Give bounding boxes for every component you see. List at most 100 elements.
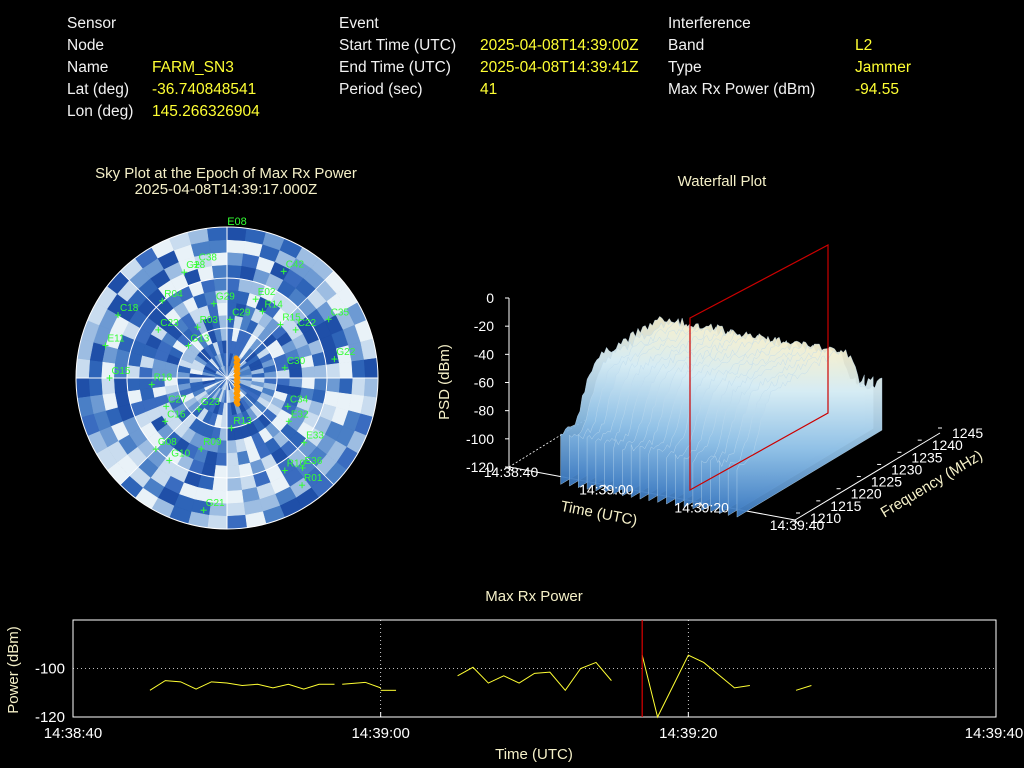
mrp-series-segment [149, 680, 335, 691]
sky-satellite-r18: R18 [148, 373, 173, 388]
sky-satellite-g23: G23 [195, 397, 220, 413]
name-label: Name [67, 59, 109, 76]
wf-y-tick-label: 1220 [851, 486, 882, 502]
wf-ridge [736, 349, 883, 518]
sky-sat-label: R14 [264, 299, 283, 310]
sky-sat-label: G28 [186, 260, 205, 271]
wf-z-tick-label: -120 [466, 459, 494, 475]
type-label: Type [668, 59, 702, 76]
sky-satellite-e02: E02 [252, 287, 276, 303]
start-time-value: 2025-04-08T14:39:00Z [480, 37, 639, 54]
sky-sat-label: G13 [190, 334, 209, 345]
wf-z-tick-label: -60 [474, 375, 494, 391]
sky-satellite-e33: E33 [301, 431, 324, 446]
wf-z-tick-label: -20 [474, 318, 494, 334]
sensor-node-panel: Sensor Node Name FARM_SN3 Lat (deg) -36.… [67, 13, 260, 123]
sky-satellite-c23: C23 [155, 318, 179, 333]
sky-plot-subtitle: 2025-04-08T14:39:17.000Z [134, 181, 318, 198]
sky-satellite-c29: C29 [227, 307, 251, 323]
sky-sat-label: R10 [287, 458, 306, 469]
wf-x-tick [603, 484, 608, 489]
mrp-x-label: Time (UTC) [495, 746, 573, 763]
sky-satellite-g15: G15 [106, 366, 131, 381]
wf-x-tick [794, 519, 799, 525]
sky-sat-label: G22 [336, 347, 355, 358]
sky-sat-label: R15 [282, 313, 301, 324]
sky-satellite-g22: G22 [331, 347, 356, 363]
waterfall-title: Waterfall Plot [677, 173, 767, 190]
sky-satellite-c18: C18 [115, 303, 139, 319]
wf-y-tick-label: 1235 [911, 449, 942, 465]
wf-z-tick-label: -40 [474, 346, 494, 362]
sky-satellite-r10: R10 [281, 458, 306, 474]
lat-value: -36.740848541 [152, 81, 257, 98]
interference-heading: Interference [668, 15, 751, 32]
sky-sat-label: E32 [291, 409, 309, 420]
sky-sat-label: G10 [171, 448, 190, 459]
sky-sat-label: R01 [304, 473, 323, 484]
interference-panel: Interference Band L2 Type Jammer Max Rx … [668, 13, 911, 101]
sky-sat-label: G15 [112, 366, 131, 377]
mrp-x-tick-label: 14:39:40 [965, 725, 1023, 742]
sky-sat-label: E02 [258, 287, 276, 298]
sky-satellite-c35: C35 [325, 307, 349, 323]
sensor-node-heading: Sensor Node [67, 15, 117, 54]
mrp-y-tick-label: -100 [35, 661, 65, 678]
sky-satellite-r13: R13 [228, 416, 252, 432]
sky-plot-title-block: Sky Plot at the Epoch of Max Rx Power 20… [66, 166, 386, 198]
sky-sat-label: R03 [200, 315, 219, 326]
mrp-x-tick-label: 14:38:40 [44, 725, 102, 742]
wf-x-tick-label: 14:39:00 [579, 482, 634, 498]
sky-satellite-c34: C34 [284, 394, 309, 410]
sky-satellite-g08: G08 [152, 437, 177, 453]
sky-sat-label: C38 [199, 253, 218, 264]
sky-satellite-e32: E32 [285, 409, 309, 425]
mrp-y-label: Power (dBm) [5, 626, 22, 714]
sky-satellite-g13: G13 [185, 334, 210, 349]
event-heading: Event [339, 15, 379, 32]
sky-satellite-e36: E36 [299, 456, 323, 471]
sky-satellite-e11: E11 [102, 333, 125, 349]
sky-sat-label: C34 [290, 394, 309, 405]
start-time-label: Start Time (UTC) [339, 37, 457, 54]
sky-satellite-c38: C38 [193, 253, 218, 268]
end-time-label: End Time (UTC) [339, 59, 451, 76]
lon-value: 145.266326904 [152, 103, 260, 120]
sky-satellite-r09: R09 [198, 437, 222, 452]
mrp-series-segment [641, 654, 750, 719]
sky-satellite-r04: R04 [159, 289, 183, 304]
period-value: 41 [480, 81, 498, 98]
sky-sat-label: E33 [306, 431, 324, 442]
sky-sat-label: R04 [164, 289, 183, 300]
sky-cell [207, 227, 228, 242]
wf-x-tick-label: 14:39:20 [674, 499, 729, 515]
sky-sat-label: G29 [216, 292, 235, 303]
max-rx-power-label: Max Rx Power (dBm) [668, 81, 816, 98]
wf-y-tick-label: 1215 [830, 498, 861, 514]
sky-sat-label: C30 [287, 356, 306, 367]
band-value: L2 [855, 37, 873, 54]
sky-sat-label: C18 [120, 303, 139, 314]
sky-sat-label: R09 [203, 437, 222, 448]
wf-z-tick-label: -80 [474, 403, 494, 419]
max-rx-power-title: Max Rx Power [485, 588, 583, 605]
sky-sat-label: G08 [158, 437, 177, 448]
mrp-x-tick-label: 14:39:00 [351, 725, 409, 742]
sky-satellite-g29: G29 [210, 292, 235, 307]
sky-top-label: E08 [227, 216, 247, 228]
sky-sat-label: E36 [304, 456, 322, 467]
sky-spoke [226, 377, 335, 486]
period-label: Period (sec) [339, 81, 423, 98]
sky-satellite-c27: C27 [163, 394, 187, 410]
sky-track-point [235, 401, 241, 407]
max-rx-power-value: -94.55 [855, 81, 899, 98]
wf-y-tick-label: 1210 [810, 510, 841, 526]
wf-x-tick [699, 502, 704, 507]
sky-sat-label: C29 [232, 307, 251, 318]
wf-y-tick-label: 1245 [952, 425, 983, 441]
name-value: FARM_SN3 [152, 59, 234, 76]
sky-satellite-r14: R14 [259, 299, 283, 315]
wf-x-tick [508, 466, 513, 472]
